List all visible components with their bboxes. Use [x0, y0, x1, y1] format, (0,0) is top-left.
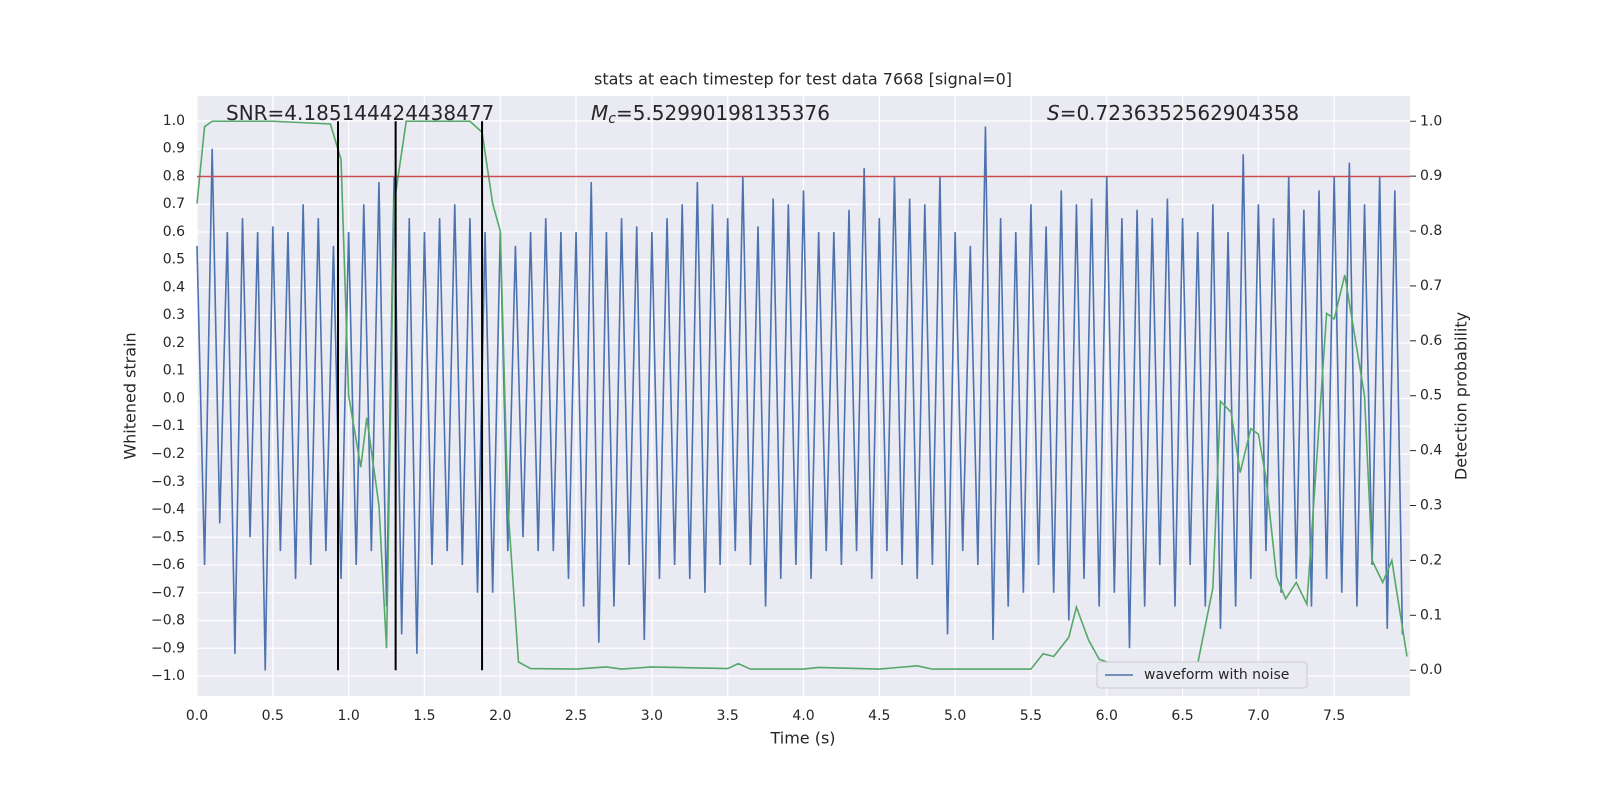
annotation-symbol: M — [591, 101, 608, 125]
y-tick-label: −0.8 — [151, 613, 185, 629]
y2-tick-label: 0.6 — [1420, 333, 1442, 349]
y-tick-label: 0.4 — [163, 279, 185, 295]
y-tick-label: −0.7 — [151, 585, 185, 601]
y2-tick-label: 0.0 — [1420, 662, 1442, 678]
x-tick-label: 6.5 — [1171, 708, 1193, 724]
chart-title: stats at each timestep for test data 766… — [594, 70, 1012, 89]
y-tick-label: 0.8 — [163, 168, 185, 184]
y2-tick-label: 0.9 — [1420, 168, 1442, 184]
x-tick-label: 4.0 — [792, 708, 814, 724]
x-tick-label: 5.5 — [1020, 708, 1042, 724]
x-tick-label: 2.5 — [565, 708, 587, 724]
series-line — [196, 126, 1404, 671]
annotation-text: =5.52990198135376 — [616, 101, 830, 125]
y-tick-label: 0.9 — [163, 141, 185, 157]
y-tick-label: −1.0 — [151, 668, 185, 684]
y-tick-label: −0.2 — [151, 446, 185, 462]
x-tick-label: 7.0 — [1247, 708, 1269, 724]
y-tick-label: 0.5 — [163, 252, 185, 268]
series-line — [196, 120, 1408, 670]
x-tick-label: 3.0 — [641, 708, 663, 724]
y-tick-label: 0.3 — [163, 307, 185, 323]
annotation: Mc=5.52990198135376 — [591, 101, 830, 128]
x-tick-label: 1.0 — [337, 708, 359, 724]
annotation: S=0.7236352562904358 — [1047, 101, 1299, 125]
y2-tick-label: 1.0 — [1420, 113, 1442, 129]
y-tick-label: 0.7 — [163, 196, 185, 212]
x-tick-label: 3.5 — [717, 708, 739, 724]
y-axis-label: Whitened strain — [121, 332, 140, 459]
x-tick-label: 0.5 — [262, 708, 284, 724]
y-tick-label: −0.1 — [151, 418, 185, 434]
y-tick-label: 0.1 — [163, 363, 185, 379]
x-tick-label: 4.5 — [868, 708, 890, 724]
y-tick-label: 0.2 — [163, 335, 185, 351]
y2-tick-label: 0.7 — [1420, 278, 1442, 294]
y2-tick-label: 0.2 — [1420, 552, 1442, 568]
y-tick-label: 0.0 — [163, 390, 185, 406]
x-tick-label: 7.5 — [1323, 708, 1345, 724]
y-tick-label: −0.6 — [151, 557, 185, 573]
x-tick-label: 5.0 — [944, 708, 966, 724]
y2-tick-label: 0.5 — [1420, 388, 1442, 404]
y2-tick-label: 0.3 — [1420, 498, 1442, 514]
legend-label: waveform with noise — [1144, 667, 1289, 683]
y-tick-label: −0.5 — [151, 529, 185, 545]
y2-tick-label: 0.4 — [1420, 443, 1442, 459]
annotation-symbol: S — [1047, 101, 1060, 125]
y-tick-label: −0.3 — [151, 474, 185, 490]
y2-axis-label: Detection probability — [1452, 312, 1471, 480]
y-tick-label: −0.4 — [151, 502, 185, 518]
y-tick-label: −0.9 — [151, 640, 185, 656]
x-tick-label: 1.5 — [413, 708, 435, 724]
y-tick-label: 0.6 — [163, 224, 185, 240]
annotation-text: SNR=4.185144424438477 — [226, 101, 494, 125]
annotation: SNR=4.185144424438477 — [226, 101, 494, 125]
x-tick-label: 0.0 — [186, 708, 208, 724]
x-tick-label: 6.0 — [1096, 708, 1118, 724]
y2-tick-label: 0.1 — [1420, 607, 1442, 623]
x-axis-label: Time (s) — [769, 729, 835, 748]
y-tick-label: 1.0 — [163, 113, 185, 129]
legend-box — [1096, 661, 1308, 689]
x-tick-label: 2.0 — [489, 708, 511, 724]
annotation-subscript: c — [608, 111, 616, 127]
annotation-text: =0.7236352562904358 — [1060, 101, 1299, 125]
y2-tick-label: 0.8 — [1420, 223, 1442, 239]
